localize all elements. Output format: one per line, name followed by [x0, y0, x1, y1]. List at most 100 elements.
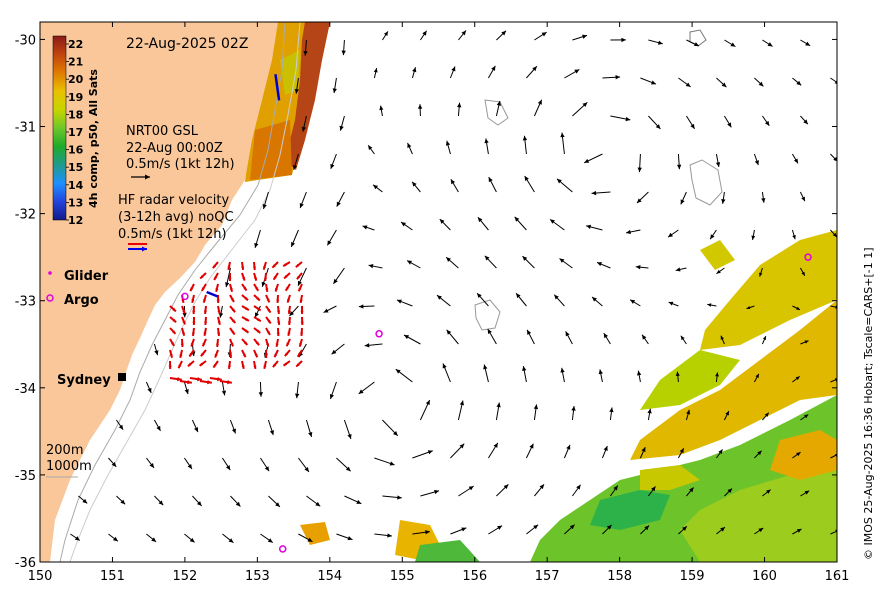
current-arrow-head	[754, 160, 759, 166]
current-arrow-head	[393, 431, 398, 436]
hf-radar-arrow-head	[287, 332, 291, 336]
current-arrow-head	[147, 387, 152, 393]
current-arrow-head	[635, 265, 641, 270]
current-arrow-head	[796, 80, 802, 86]
current-arrow-head	[693, 42, 699, 47]
current-arrow-head	[730, 42, 736, 47]
hf-radar-arrow-head	[192, 321, 196, 325]
latitude-axis: -30 -31 -32 -33 -34 -35 -36	[15, 33, 837, 571]
current-arrow-head	[591, 190, 597, 196]
hf-legend-line2: (3-12h avg) noQC	[118, 210, 234, 225]
hf-radar-arrow-head	[182, 309, 186, 314]
lat-tick-label: -35	[15, 469, 36, 484]
hf-radar-arrow-head	[243, 341, 248, 345]
current-arrow	[830, 305, 837, 308]
current-arrow-head	[389, 461, 395, 466]
glider-legend-symbol	[48, 271, 52, 275]
current-arrow	[838, 492, 847, 496]
current-arrow-head	[459, 400, 465, 406]
hf-radar-arrow-head	[299, 343, 303, 347]
hf-radar-arrow-head	[172, 308, 176, 312]
current-arrow-head	[497, 525, 503, 530]
hf-radar-arrow-head	[283, 362, 288, 366]
current-arrow-head	[630, 299, 636, 304]
lat-tick-label: -31	[15, 121, 36, 136]
current-arrow-head	[766, 489, 771, 494]
current-arrow-head	[804, 414, 809, 419]
hf-radar-arrow-head	[217, 376, 222, 382]
current-arrow-head	[707, 303, 712, 307]
hf-radar-arrow-head	[230, 342, 234, 347]
current-arrow-head	[261, 281, 266, 287]
longitude-axis: 150 151 152 153 154 155 156 157 158 159 160 161	[28, 22, 849, 584]
current-arrow-head	[834, 378, 837, 382]
hf-radar-arrow-head	[230, 298, 234, 302]
hf-radar-arrow-head	[243, 287, 247, 291]
current-arrow-head	[554, 294, 559, 300]
current-arrow-head	[560, 367, 565, 373]
hf-radar-arrow-head	[171, 342, 175, 346]
hf-radar-arrow-head	[212, 264, 217, 269]
hf-radar-arrow-head	[285, 287, 289, 291]
current-arrow-head	[425, 400, 430, 406]
current-arrow-head	[373, 68, 378, 73]
current-arrow-head	[644, 525, 650, 531]
current-arrow-head	[796, 528, 802, 533]
current-arrow-head	[483, 364, 488, 370]
current-arrow-head	[764, 412, 769, 417]
current-arrow-head	[434, 489, 439, 495]
current-arrow-head	[675, 267, 681, 272]
hf-radar-arrow-head	[256, 329, 261, 333]
current-arrow-head	[468, 486, 474, 491]
current-arrow-head	[586, 224, 592, 229]
hf-radar-arrow-head	[244, 296, 249, 301]
sydney-label: Sydney	[57, 373, 111, 388]
colorbar-tick-label: 13	[68, 196, 83, 209]
hf-radar-arrow-head	[199, 362, 204, 366]
current-arrow-head	[566, 444, 571, 450]
island-outline	[689, 29, 707, 47]
current-arrow-head	[347, 433, 352, 439]
current-arrow-head	[503, 484, 509, 490]
hf-radar-arrow-head	[263, 365, 267, 369]
current-arrow-head	[308, 431, 313, 437]
current-arrow-head	[675, 371, 680, 377]
current-arrow-head	[598, 369, 603, 375]
sst-patch-southeast	[300, 230, 837, 562]
current-arrow-head	[522, 135, 528, 141]
current-arrow-head	[225, 465, 231, 471]
hf-radar-arrow-head	[273, 276, 277, 280]
colorbar-tick-label: 17	[68, 126, 83, 139]
current-arrow-head	[488, 177, 493, 183]
hf-radar-arrow-head	[263, 277, 268, 281]
current-arrow-head	[158, 500, 164, 506]
current-arrow-head	[796, 452, 801, 457]
nrt-scale-arrow	[131, 174, 150, 180]
current-arrow-head	[289, 311, 295, 316]
current-arrow-head	[680, 335, 685, 341]
current-arrow-head	[584, 158, 590, 163]
current-arrow-head	[549, 219, 555, 224]
current-arrow-head	[793, 158, 798, 164]
current-arrow-head	[574, 69, 580, 74]
current-arrow-head	[841, 195, 845, 199]
current-arrow-head	[439, 219, 445, 224]
current-arrow-head	[682, 526, 687, 531]
current-arrow-head	[755, 373, 759, 379]
current-arrow-head	[603, 333, 608, 339]
hf-radar-arrow-head	[192, 310, 196, 314]
current-arrow-head	[461, 30, 466, 36]
current-arrow-head	[668, 301, 674, 306]
current-arrow-head	[339, 125, 344, 131]
current-arrow	[838, 116, 846, 123]
current-arrow-head	[727, 488, 733, 494]
lon-tick-label: 159	[680, 569, 705, 584]
current-arrow-head	[487, 329, 492, 335]
current-arrow-head	[151, 537, 157, 542]
hf-radar-arrow-head	[203, 310, 207, 314]
current-arrow-head	[803, 119, 808, 125]
current-arrow	[830, 454, 837, 459]
current-arrow-head	[187, 464, 192, 469]
sydney-marker	[118, 373, 126, 381]
hf-radar-arrow-head	[169, 354, 173, 358]
